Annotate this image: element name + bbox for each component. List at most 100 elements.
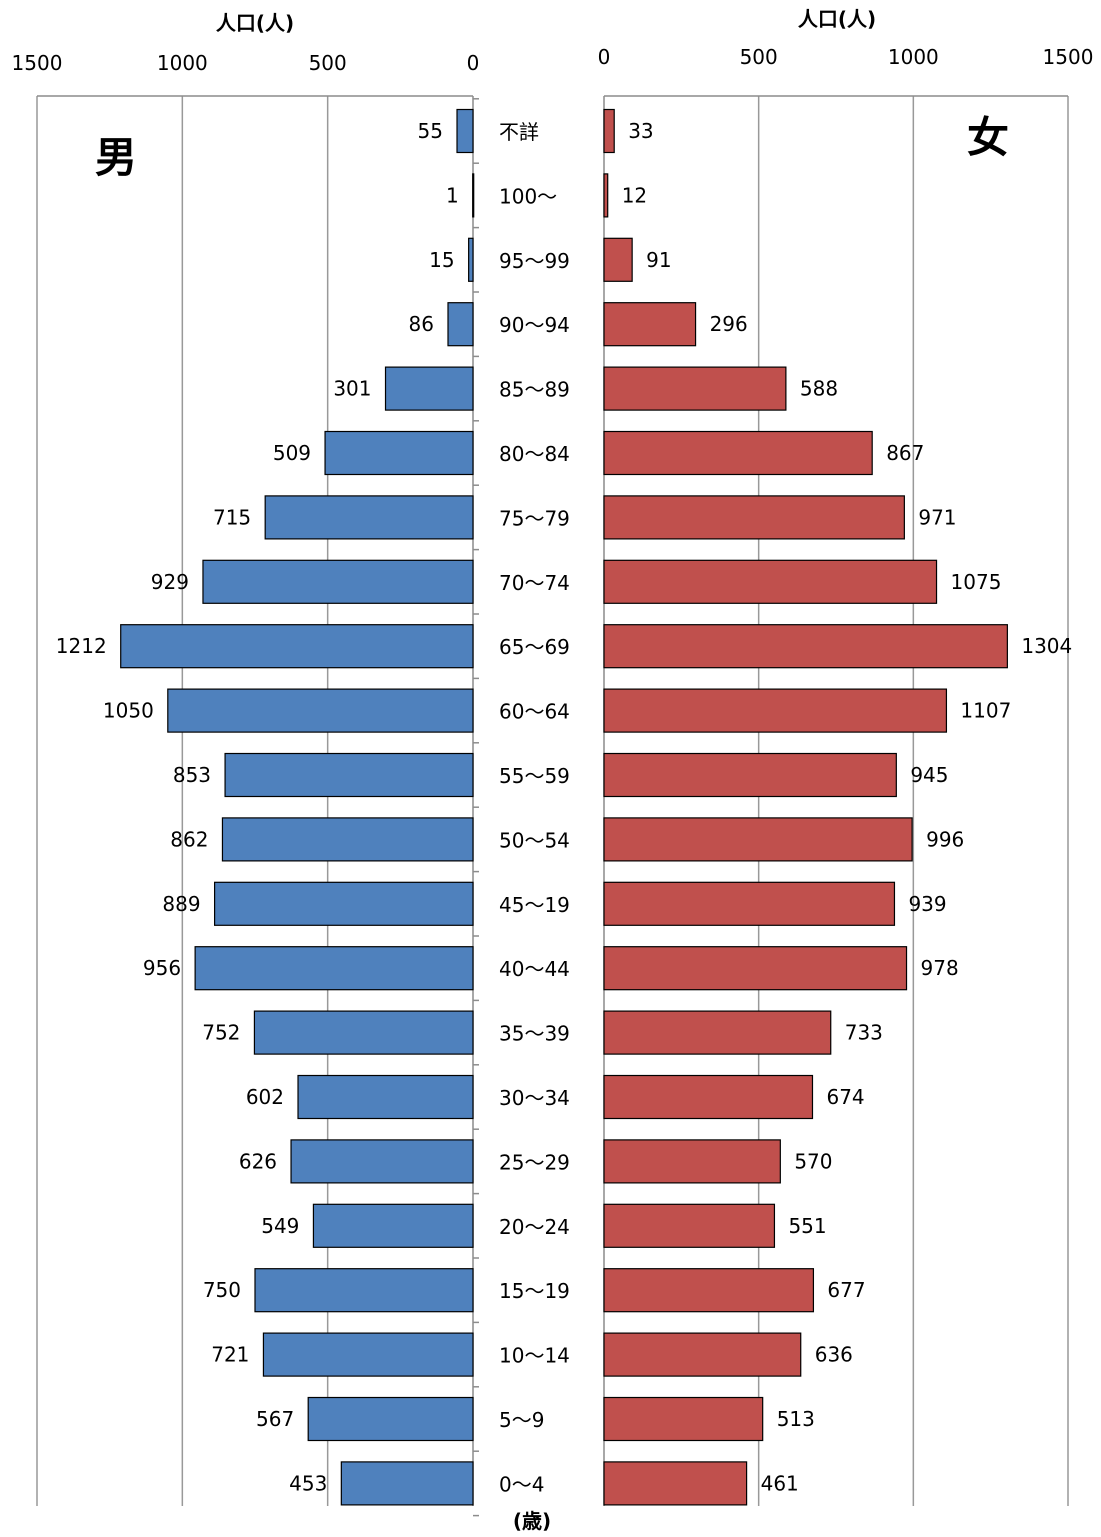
male-value-label: 567 xyxy=(256,1407,294,1431)
age-group-label: 10〜14 xyxy=(499,1344,570,1368)
male-bar xyxy=(384,366,474,411)
male-value-label: 549 xyxy=(261,1214,299,1238)
female-value-label: 1107 xyxy=(960,699,1011,723)
age-group-label: 85〜89 xyxy=(499,378,570,402)
female-axis-title: 人口(人) xyxy=(798,7,876,31)
female-value-label: 971 xyxy=(918,505,956,529)
female-bar xyxy=(603,817,913,862)
female-bar xyxy=(603,1461,748,1506)
male-bar xyxy=(202,559,474,604)
male-value-label: 301 xyxy=(333,377,371,401)
female-tick-label: 500 xyxy=(740,45,778,69)
age-group-label: 25〜29 xyxy=(499,1150,570,1174)
male-axis-title: 人口(人) xyxy=(216,11,294,35)
male-tick-label: 500 xyxy=(309,51,347,75)
male-value-label: 1 xyxy=(446,183,459,207)
female-value-label: 588 xyxy=(800,377,838,401)
female-bar xyxy=(603,1332,802,1377)
male-bar xyxy=(120,624,474,669)
female-value-label: 12 xyxy=(622,183,647,207)
male-bar xyxy=(194,946,474,991)
male-value-label: 752 xyxy=(202,1021,240,1045)
age-axis-label: (歳) xyxy=(513,1509,551,1533)
female-tick-label: 0 xyxy=(598,45,611,69)
age-group-label: 65〜69 xyxy=(499,635,570,659)
male-bar xyxy=(456,108,474,154)
female-value-label: 674 xyxy=(826,1085,864,1109)
age-group-label: 0〜4 xyxy=(499,1472,544,1496)
male-tick-label: 1500 xyxy=(12,51,63,75)
male-bar xyxy=(324,430,474,476)
ticks-layer: 1500 1000 500 0 0 500 1000 1500 xyxy=(12,45,1094,75)
male-bar xyxy=(262,1332,474,1377)
female-bar xyxy=(603,302,697,347)
female-panel-label: 女 xyxy=(967,113,1009,162)
female-value-label: 461 xyxy=(761,1471,799,1495)
male-bar xyxy=(312,1203,474,1248)
female-tick-label: 1000 xyxy=(888,45,939,69)
age-group-label: 50〜54 xyxy=(499,828,570,852)
female-value-label: 570 xyxy=(794,1149,832,1173)
male-bar xyxy=(307,1396,474,1442)
male-bar xyxy=(224,752,474,798)
male-tick-label: 0 xyxy=(467,51,480,75)
male-bar xyxy=(340,1461,474,1506)
female-value-label: 733 xyxy=(845,1021,883,1045)
female-value-label: 636 xyxy=(815,1343,853,1367)
age-group-label: 95〜99 xyxy=(499,249,570,273)
male-bar xyxy=(221,817,474,862)
male-panel-label: 男 xyxy=(95,133,137,182)
female-bar xyxy=(603,1139,781,1184)
age-group-label: 15〜19 xyxy=(499,1279,570,1303)
age-group-label: 90〜94 xyxy=(499,313,570,337)
male-value-label: 715 xyxy=(213,505,251,529)
female-value-label: 33 xyxy=(628,119,653,143)
female-value-label: 996 xyxy=(926,827,964,851)
age-group-label: 100〜 xyxy=(499,184,557,208)
female-value-label: 1075 xyxy=(951,570,1002,594)
male-value-label: 750 xyxy=(203,1278,241,1302)
male-value-label: 15 xyxy=(429,248,454,272)
female-value-label: 867 xyxy=(886,441,924,465)
female-tick-label: 1500 xyxy=(1043,45,1094,69)
age-group-label: 80〜84 xyxy=(499,442,570,466)
age-group-label: 5〜9 xyxy=(499,1408,544,1432)
age-group-label: 20〜24 xyxy=(499,1215,570,1239)
age-group-label: 70〜74 xyxy=(499,571,570,595)
male-value-label: 453 xyxy=(289,1471,327,1495)
male-bar xyxy=(472,173,475,218)
male-bar xyxy=(167,688,474,733)
female-value-label: 551 xyxy=(788,1214,826,1238)
female-bar xyxy=(603,1268,815,1313)
male-value-label: 509 xyxy=(273,441,311,465)
male-value-label: 1050 xyxy=(103,699,154,723)
male-value-label: 929 xyxy=(151,570,189,594)
female-value-label: 939 xyxy=(908,892,946,916)
female-value-label: 91 xyxy=(646,248,671,272)
male-value-label: 853 xyxy=(173,763,211,787)
female-value-label: 978 xyxy=(921,956,959,980)
male-bar xyxy=(468,237,474,282)
male-value-label: 55 xyxy=(418,119,443,143)
female-bar xyxy=(603,881,896,926)
female-value-label: 513 xyxy=(777,1407,815,1431)
female-bar xyxy=(603,237,633,282)
age-group-label: 30〜34 xyxy=(499,1086,570,1110)
age-group-label: 75〜79 xyxy=(499,506,570,530)
age-group-label: 不詳 xyxy=(499,120,539,144)
male-bar xyxy=(213,881,474,926)
female-bar xyxy=(603,1074,814,1120)
age-group-label: 35〜39 xyxy=(499,1022,570,1046)
male-tick-label: 1000 xyxy=(157,51,208,75)
female-value-label: 1304 xyxy=(1021,634,1072,658)
male-bar xyxy=(447,302,474,347)
female-bar xyxy=(603,108,615,154)
age-group-label: 60〜64 xyxy=(499,700,570,724)
female-value-label: 296 xyxy=(710,312,748,336)
bars-layer xyxy=(120,108,1008,1506)
female-value-label: 945 xyxy=(910,763,948,787)
age-group-label: 40〜44 xyxy=(499,957,570,981)
male-value-label: 862 xyxy=(170,827,208,851)
male-bar xyxy=(264,495,474,540)
